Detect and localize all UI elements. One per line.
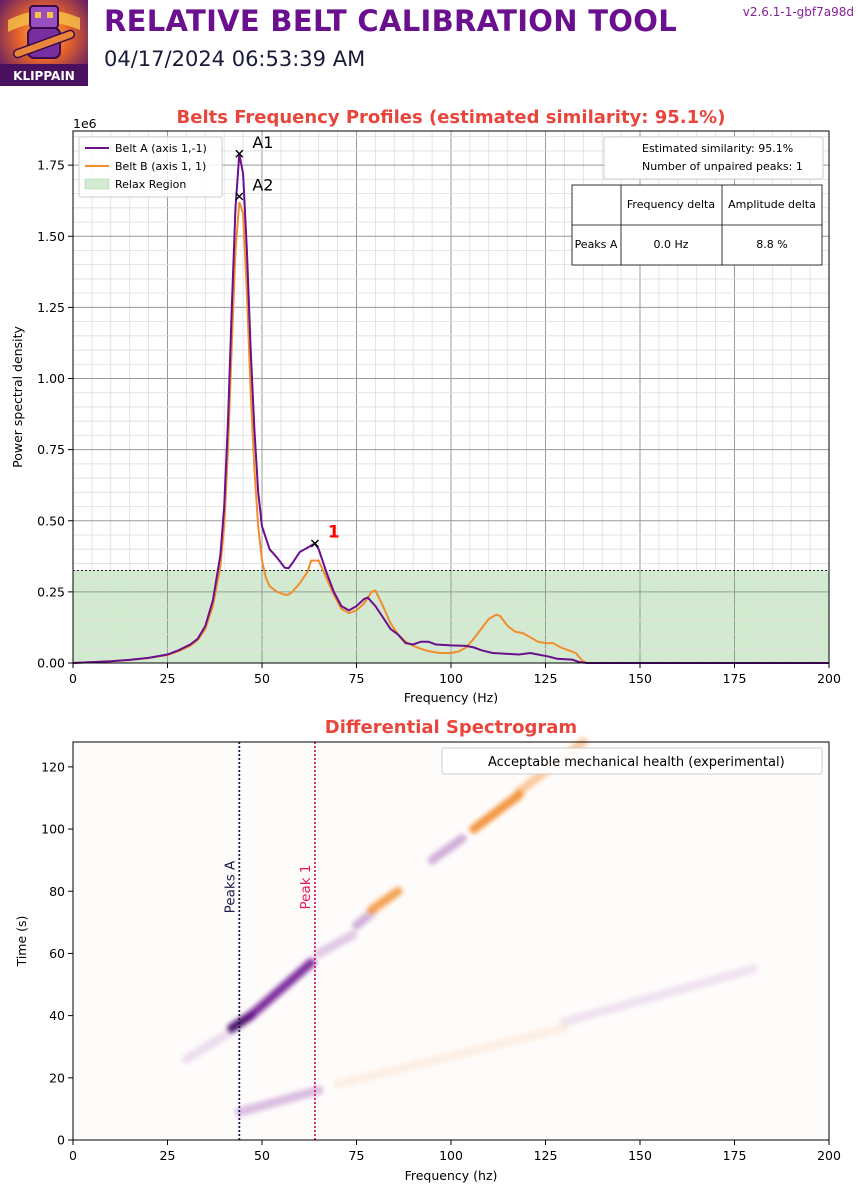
peak-markers: A1 A2 1 bbox=[235, 133, 340, 548]
spectrogram-background bbox=[73, 742, 829, 1140]
chart2-legend: Acceptable mechanical health (experiment… bbox=[441, 747, 823, 775]
peaks-table: Frequency delta Amplitude delta Peaks A … bbox=[571, 184, 823, 266]
chart1-y-ticks: 0.00 0.25 0.50 0.75 1.00 1.25 1.50 1.75 bbox=[37, 158, 73, 671]
spectrogram-streak bbox=[314, 930, 358, 958]
y-tick-label: 0.75 bbox=[37, 442, 65, 457]
table-frequency-delta: 0.0 Hz bbox=[653, 238, 688, 251]
chart2-y-label: Time (s) bbox=[14, 916, 29, 968]
chart1-y-label: Power spectral density bbox=[10, 326, 25, 468]
chart1-title: Belts Frequency Profiles (estimated simi… bbox=[177, 107, 726, 128]
legend-belt-a: Belt A (axis 1,-1) bbox=[115, 142, 207, 155]
chart1-x-ticks: 0 25 50 75 100 125 150 175 200 bbox=[69, 663, 841, 686]
spectrogram-streak bbox=[367, 886, 403, 915]
x-tick-label: 150 bbox=[628, 671, 652, 686]
y-tick-label: 1.50 bbox=[37, 229, 65, 244]
version-label: v2.6.1-1-gbf7a98d bbox=[742, 5, 854, 19]
peak-label-A1: A1 bbox=[252, 133, 273, 152]
spectrogram-streak bbox=[427, 833, 467, 865]
info-unpaired: Number of unpaired peaks: 1 bbox=[642, 160, 803, 173]
x-tick-label: 200 bbox=[817, 671, 841, 686]
x-tick-label: 0 bbox=[69, 671, 77, 686]
spectrogram-streak bbox=[234, 1085, 324, 1117]
spectrogram-streak bbox=[333, 1023, 569, 1089]
belt-b-line bbox=[72, 201, 829, 664]
chart2-legend-text: Acceptable mechanical health (experiment… bbox=[488, 755, 785, 770]
spectrogram-streak bbox=[181, 1026, 237, 1064]
x-tick-label: 175 bbox=[723, 671, 747, 686]
x-tick-label: 25 bbox=[160, 671, 176, 686]
x-tick-label: 50 bbox=[254, 1148, 270, 1163]
spectrogram-streak bbox=[559, 964, 758, 1027]
y-tick-label: 40 bbox=[49, 1008, 65, 1023]
peak-marker-A1 bbox=[235, 149, 244, 158]
peak-line-label: Peaks A bbox=[222, 860, 238, 913]
table-header-amplitude: Amplitude delta bbox=[728, 198, 816, 211]
spectrogram-streak bbox=[469, 790, 524, 834]
peak-line-label: Peak 1 bbox=[298, 865, 314, 910]
x-tick-label: 75 bbox=[349, 671, 365, 686]
y-tick-label: 120 bbox=[41, 759, 65, 774]
x-tick-label: 125 bbox=[534, 671, 558, 686]
y-tick-label: 0.25 bbox=[37, 584, 65, 599]
table-row-label: Peaks A bbox=[575, 238, 618, 251]
chart2-x-label: Frequency (hz) bbox=[405, 1168, 498, 1183]
chart1-legend: Belt A (axis 1,-1) Belt B (axis 1, 1) Re… bbox=[78, 136, 223, 198]
legend-belt-b: Belt B (axis 1, 1) bbox=[115, 160, 206, 173]
chart2-x-ticks: 0 25 50 75 100 125 150 175 200 bbox=[69, 1140, 841, 1163]
x-tick-label: 25 bbox=[160, 1148, 176, 1163]
x-tick-label: 50 bbox=[254, 671, 270, 686]
chart2-y-ticks: 0 20 40 60 80 100 120 bbox=[41, 759, 73, 1148]
y-tick-label: 1.75 bbox=[37, 158, 65, 173]
x-tick-label: 200 bbox=[817, 1148, 841, 1163]
x-tick-label: 150 bbox=[628, 1148, 652, 1163]
y-tick-label: 0.50 bbox=[37, 513, 65, 528]
x-tick-label: 100 bbox=[439, 671, 463, 686]
differential-spectrogram: Differential Spectrogram Peaks A Peak 1 A… bbox=[14, 717, 841, 1183]
spectrogram-streak bbox=[352, 908, 377, 930]
peak-marker-1 bbox=[310, 539, 319, 548]
spectrogram-streak bbox=[246, 958, 316, 1021]
y-tick-label: 1.25 bbox=[37, 300, 65, 315]
y-tick-label: 60 bbox=[49, 946, 65, 961]
page-title: RELATIVE BELT CALIBRATION TOOL bbox=[104, 4, 677, 38]
table-amplitude-delta: 8.8 % bbox=[756, 238, 787, 251]
y-tick-label: 80 bbox=[49, 884, 65, 899]
info-similarity: Estimated similarity: 95.1% bbox=[642, 142, 793, 155]
x-tick-label: 125 bbox=[534, 1148, 558, 1163]
table-header-frequency: Frequency delta bbox=[627, 198, 715, 211]
y-tick-label: 0.00 bbox=[37, 656, 65, 671]
legend-relax: Relax Region bbox=[115, 178, 186, 191]
klippain-logo: KLIPPAIN bbox=[0, 0, 88, 86]
peak-label-A2: A2 bbox=[252, 175, 273, 194]
x-tick-label: 100 bbox=[439, 1148, 463, 1163]
spectrogram-peak-lines: Peaks A Peak 1 bbox=[222, 742, 316, 1140]
y-tick-label: 1.00 bbox=[37, 371, 65, 386]
chart1-y-multiplier: 1e6 bbox=[73, 116, 97, 131]
y-tick-label: 100 bbox=[41, 822, 65, 837]
chart2-title: Differential Spectrogram bbox=[325, 717, 577, 738]
chart1-x-label: Frequency (Hz) bbox=[404, 690, 498, 705]
x-tick-label: 175 bbox=[723, 1148, 747, 1163]
logo-text: KLIPPAIN bbox=[13, 69, 75, 83]
similarity-info-box: Estimated similarity: 95.1% Number of un… bbox=[603, 136, 824, 180]
x-tick-label: 75 bbox=[349, 1148, 365, 1163]
y-tick-label: 20 bbox=[49, 1070, 65, 1085]
peak-marker-A2 bbox=[235, 192, 244, 201]
peak-label-1: 1 bbox=[328, 523, 340, 543]
spectrogram-streaks bbox=[181, 737, 758, 1117]
y-tick-label: 0 bbox=[57, 1133, 65, 1148]
timestamp: 04/17/2024 06:53:39 AM bbox=[104, 47, 366, 71]
belts-frequency-chart: Belts Frequency Profiles (estimated simi… bbox=[10, 107, 841, 705]
x-tick-label: 0 bbox=[69, 1148, 77, 1163]
